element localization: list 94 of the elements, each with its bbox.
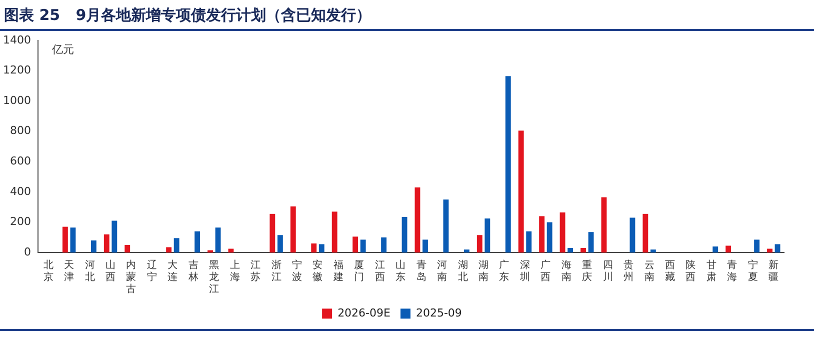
bar bbox=[505, 76, 511, 253]
bar bbox=[484, 218, 490, 253]
x-tick-label: 新疆 bbox=[768, 259, 779, 283]
bar bbox=[754, 240, 760, 253]
bar bbox=[476, 235, 482, 253]
bar bbox=[767, 248, 772, 253]
x-tick-label: 福建 bbox=[332, 259, 344, 283]
bar bbox=[104, 234, 110, 253]
bar bbox=[712, 246, 718, 253]
x-tick-label: 青岛 bbox=[416, 259, 426, 283]
bar bbox=[774, 244, 780, 253]
x-tick-label: 深圳 bbox=[518, 259, 530, 283]
bar bbox=[580, 248, 586, 253]
bar bbox=[630, 218, 636, 253]
x-tick-label: 厦门 bbox=[354, 260, 364, 283]
bar bbox=[422, 240, 428, 253]
bar bbox=[560, 212, 566, 253]
bar bbox=[402, 216, 408, 253]
x-tick-label: 上海 bbox=[230, 259, 240, 283]
bar bbox=[62, 226, 68, 253]
x-tick-label: 山东 bbox=[396, 259, 406, 283]
bar bbox=[270, 214, 276, 253]
bar bbox=[546, 222, 552, 253]
bar bbox=[174, 238, 180, 253]
legend-label: 2026-09E bbox=[338, 306, 391, 320]
x-tick-label: 安徽 bbox=[312, 259, 323, 283]
y-tick-label: 200 bbox=[10, 215, 32, 228]
x-tick-label: 北京 bbox=[43, 259, 54, 283]
x-tick-label: 辽宁 bbox=[146, 259, 157, 283]
bar bbox=[70, 228, 76, 253]
x-tick-label: 甘肃 bbox=[706, 259, 716, 283]
bar bbox=[215, 228, 221, 253]
x-tick-label: 河北 bbox=[84, 259, 95, 283]
x-tick-label: 湖南 bbox=[478, 259, 489, 283]
x-tick-label: 吉林 bbox=[187, 259, 198, 283]
bar bbox=[642, 214, 648, 253]
bar bbox=[568, 248, 574, 253]
bar bbox=[290, 206, 296, 253]
x-tick-label: 山西 bbox=[106, 259, 116, 283]
bar bbox=[539, 216, 545, 253]
x-tick-label: 湖北 bbox=[458, 259, 468, 283]
x-tick-label: 大连 bbox=[168, 259, 178, 283]
x-tick-label: 西藏 bbox=[665, 260, 676, 283]
bar bbox=[208, 250, 213, 253]
x-tick-label: 四川 bbox=[602, 260, 613, 283]
bar bbox=[332, 212, 338, 253]
y-tick-label: 1200 bbox=[3, 64, 32, 77]
bar bbox=[650, 249, 656, 253]
bar bbox=[318, 244, 324, 253]
y-tick-label: 1000 bbox=[3, 94, 32, 107]
x-tick-label: 江苏 bbox=[250, 259, 261, 283]
bar bbox=[726, 246, 732, 253]
x-tick-label: 宁波 bbox=[292, 259, 302, 283]
x-tick-label: 贵州 bbox=[624, 259, 634, 283]
y-tick-label: 1400 bbox=[3, 33, 32, 46]
bar bbox=[381, 237, 387, 253]
y-tick-label: 600 bbox=[10, 154, 32, 168]
bar bbox=[352, 236, 358, 253]
bar bbox=[90, 240, 96, 253]
x-tick-label: 海南 bbox=[561, 259, 572, 283]
bar bbox=[311, 243, 317, 253]
bar bbox=[588, 232, 594, 253]
bar bbox=[518, 130, 524, 253]
bar bbox=[277, 235, 283, 253]
x-tick-label: 天津 bbox=[64, 260, 74, 283]
y-tick-label: 800 bbox=[10, 124, 32, 138]
x-tick-label: 广西 bbox=[540, 259, 551, 283]
x-tick-label: 黑龙江 bbox=[209, 260, 220, 295]
bar bbox=[360, 240, 366, 253]
x-tick-label: 河南 bbox=[437, 259, 448, 283]
y-tick-label: 0 bbox=[24, 245, 32, 258]
x-tick-label: 陕西 bbox=[686, 259, 696, 283]
bar bbox=[166, 247, 172, 253]
y-axis-title: 亿元 bbox=[50, 42, 74, 56]
bar bbox=[526, 231, 532, 253]
x-tick-label: 浙江 bbox=[271, 259, 282, 283]
bar bbox=[443, 200, 449, 253]
bar bbox=[228, 248, 234, 253]
x-tick-label: 重庆 bbox=[582, 259, 592, 283]
bar bbox=[112, 220, 118, 253]
bar bbox=[194, 231, 200, 253]
bar bbox=[464, 249, 470, 253]
chart-title: 图表 25 9月各地新增专项债发行计划（含已知发行） bbox=[0, 0, 814, 31]
bar bbox=[124, 244, 130, 253]
x-tick-label: 宁夏 bbox=[748, 259, 758, 283]
bar bbox=[601, 197, 607, 253]
x-tick-label: 云南 bbox=[644, 260, 654, 283]
x-tick-label: 广东 bbox=[499, 259, 510, 283]
x-tick-label: 青海 bbox=[727, 259, 738, 283]
x-tick-label: 江西 bbox=[374, 259, 385, 283]
bar bbox=[414, 187, 420, 253]
x-tick-label: 内蒙古 bbox=[126, 259, 136, 295]
legend-label: 2025-09 bbox=[416, 306, 462, 320]
y-tick-label: 400 bbox=[10, 184, 32, 198]
